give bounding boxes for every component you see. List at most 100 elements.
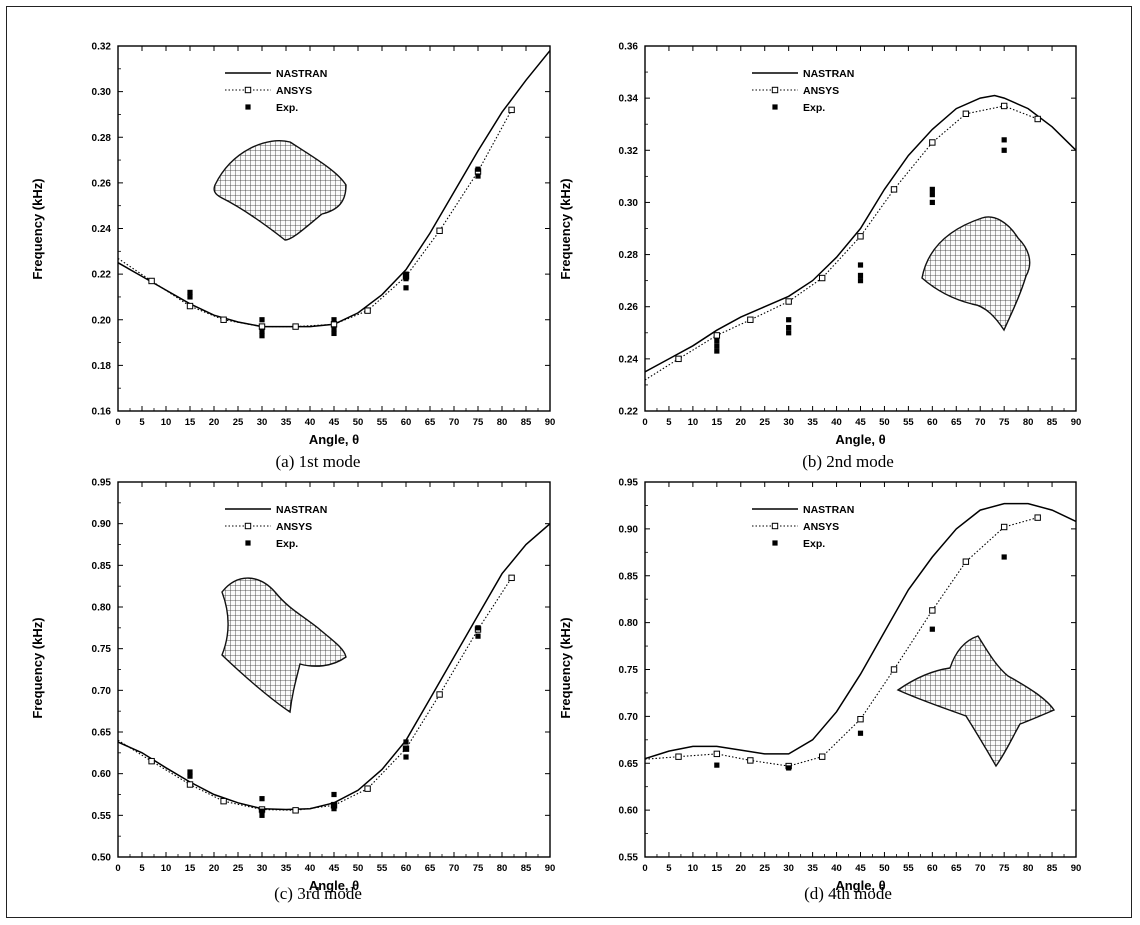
exp-point bbox=[403, 271, 409, 277]
ansys-point bbox=[1034, 115, 1041, 123]
y-tick-label: 0.18 bbox=[92, 361, 112, 372]
legend-label: Exp. bbox=[803, 102, 825, 114]
panel-caption: (a) 1st mode bbox=[276, 452, 361, 471]
y-tick-label: 0.55 bbox=[92, 811, 112, 822]
x-tick-label: 5 bbox=[139, 863, 145, 874]
y-tick-label: 0.24 bbox=[619, 354, 639, 365]
ansys-point bbox=[929, 139, 936, 146]
ansys-point bbox=[148, 757, 155, 765]
x-tick-label: 70 bbox=[975, 417, 986, 428]
panel-caption: (d) 4th mode bbox=[804, 884, 892, 903]
legend-exp-marker bbox=[772, 104, 778, 110]
y-tick-label: 0.90 bbox=[619, 524, 639, 535]
x-axis-label: Angle, θ bbox=[309, 432, 359, 447]
panel-caption: (c) 3rd mode bbox=[274, 884, 362, 903]
x-tick-label: 65 bbox=[951, 863, 962, 874]
exp-point bbox=[331, 806, 337, 812]
x-tick-label: 85 bbox=[1047, 863, 1058, 874]
exp-point bbox=[331, 326, 337, 332]
x-tick-label: 45 bbox=[855, 417, 866, 428]
exp-point bbox=[786, 324, 792, 331]
legend-label: ANSYS bbox=[276, 85, 312, 97]
exp-point bbox=[857, 278, 864, 284]
exp-point bbox=[786, 330, 792, 336]
x-tick-label: 45 bbox=[855, 863, 866, 874]
x-tick-label: 20 bbox=[735, 863, 746, 874]
legend-exp-marker bbox=[245, 104, 251, 110]
ansys-point bbox=[292, 323, 299, 330]
y-tick-label: 0.32 bbox=[92, 42, 112, 53]
x-tick-label: 20 bbox=[735, 417, 746, 428]
ansys-point bbox=[258, 323, 266, 330]
y-tick-label: 0.70 bbox=[92, 686, 112, 697]
x-tick-label: 50 bbox=[879, 417, 890, 428]
y-axis-label: Frequency (kHz) bbox=[30, 617, 45, 718]
chart-panel-1: 0 5 10 15 20 25 30 35 40 45 50 55 60 65 70 75 80 85 90 0.16… bbox=[30, 42, 555, 472]
plot-area bbox=[117, 481, 551, 858]
mode-shape-mesh-icon bbox=[896, 635, 1056, 768]
x-tick-label: 90 bbox=[545, 417, 556, 428]
x-tick-label: 85 bbox=[1047, 417, 1058, 428]
exp-point bbox=[403, 746, 409, 752]
x-tick-label: 10 bbox=[161, 863, 172, 874]
x-tick-label: 55 bbox=[903, 417, 914, 428]
y-tick-label: 0.34 bbox=[619, 94, 639, 105]
y-tick-label: 0.26 bbox=[92, 178, 112, 189]
x-tick-label: 0 bbox=[642, 417, 647, 428]
series-nastran-line bbox=[118, 523, 550, 811]
ansys-point bbox=[220, 316, 227, 323]
y-tick-label: 0.95 bbox=[92, 478, 112, 489]
legend-label: NASTRAN bbox=[803, 68, 854, 80]
x-tick-label: 20 bbox=[209, 863, 220, 874]
chart-panel-4: 0 5 10 15 20 25 30 35 40 45 50 55 60 65 70 75 80 85 90 0.55… bbox=[558, 478, 1081, 904]
y-tick-label: 0.28 bbox=[619, 250, 639, 261]
exp-point bbox=[1001, 554, 1007, 560]
y-tick-label: 0.85 bbox=[619, 571, 639, 582]
ansys-point bbox=[330, 321, 338, 328]
legend-label: Exp. bbox=[803, 538, 825, 550]
exp-point bbox=[786, 765, 792, 771]
y-tick-label: 0.95 bbox=[619, 478, 639, 489]
ansys-point bbox=[713, 750, 721, 758]
plot-area bbox=[644, 481, 1077, 858]
x-tick-label: 90 bbox=[545, 863, 556, 874]
ansys-point bbox=[148, 277, 155, 285]
exp-point bbox=[475, 625, 481, 631]
exp-point bbox=[403, 754, 409, 760]
x-axis-label: Angle, θ bbox=[309, 878, 359, 893]
exp-point bbox=[331, 330, 337, 337]
exp-point bbox=[714, 348, 720, 354]
x-tick-label: 80 bbox=[1023, 863, 1034, 874]
x-tick-label: 80 bbox=[497, 863, 508, 874]
series-ansys-line bbox=[645, 105, 1038, 381]
ansys-point bbox=[1034, 514, 1041, 521]
series-ansys-line bbox=[118, 577, 513, 811]
ansys-point bbox=[962, 110, 970, 117]
legend-ansys-marker bbox=[244, 522, 252, 530]
x-tick-label: 60 bbox=[401, 417, 412, 428]
chart-panel-2: 0 5 10 15 20 25 30 35 40 45 50 55 60 65 70 75 80 85 90 0.22… bbox=[558, 42, 1081, 472]
panel-caption: (b) 2nd mode bbox=[802, 452, 894, 471]
x-tick-label: 20 bbox=[209, 417, 220, 428]
y-tick-label: 0.75 bbox=[619, 665, 639, 676]
x-tick-label: 40 bbox=[831, 417, 842, 428]
x-tick-label: 5 bbox=[139, 417, 145, 428]
x-tick-label: 70 bbox=[975, 863, 986, 874]
y-tick-label: 0.75 bbox=[92, 644, 112, 655]
x-tick-label: 45 bbox=[329, 417, 340, 428]
series-ansys-line bbox=[645, 517, 1038, 767]
legend-ansys-marker bbox=[771, 86, 779, 94]
y-tick-label: 0.26 bbox=[619, 302, 639, 313]
x-tick-label: 40 bbox=[305, 863, 316, 874]
legend-label: NASTRAN bbox=[803, 504, 854, 516]
exp-point bbox=[929, 626, 935, 632]
ansys-point bbox=[890, 666, 898, 673]
x-tick-label: 35 bbox=[281, 417, 292, 428]
x-tick-label: 25 bbox=[233, 417, 244, 428]
x-tick-label: 10 bbox=[688, 417, 699, 428]
x-tick-label: 15 bbox=[712, 863, 723, 874]
ansys-point bbox=[186, 781, 194, 788]
x-tick-label: 85 bbox=[521, 417, 532, 428]
ansys-point bbox=[186, 302, 194, 310]
ansys-point bbox=[508, 106, 515, 114]
